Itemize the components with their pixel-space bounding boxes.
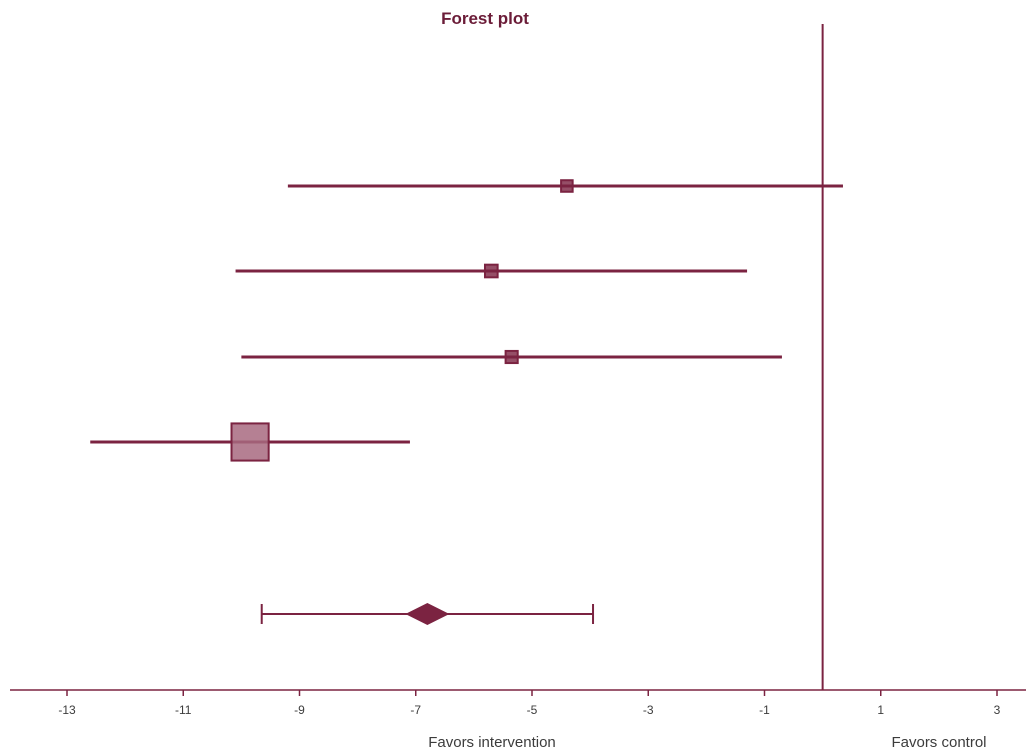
study-point-marker (483, 263, 499, 279)
study-rows (90, 179, 843, 462)
x-tick-label: -1 (759, 703, 770, 717)
chart-title: Forest plot (441, 9, 529, 28)
x-tick-label: -7 (410, 703, 421, 717)
x-tick-label: -11 (175, 703, 192, 717)
study-point-marker (504, 349, 519, 365)
favors-control-label: Favors control (891, 734, 986, 751)
study-row (235, 263, 748, 279)
pooled-diamond (405, 603, 450, 625)
study-point-marker (230, 422, 270, 462)
study-row (241, 349, 782, 365)
pooled-estimate (260, 603, 595, 625)
study-row (287, 179, 843, 193)
study-row (90, 422, 410, 462)
x-tick-label: 3 (994, 703, 1001, 717)
x-axis-ticks: -13 -11 -9 -7 -5 -3 -1 1 3 (58, 690, 1001, 717)
x-tick-label: 1 (877, 703, 884, 717)
x-tick-label: -3 (643, 703, 654, 717)
study-point-marker (560, 179, 574, 193)
x-tick-label: -5 (527, 703, 538, 717)
favors-intervention-label: Favors intervention (428, 734, 556, 751)
x-tick-label: -9 (294, 703, 305, 717)
x-tick-label: -13 (58, 703, 76, 717)
